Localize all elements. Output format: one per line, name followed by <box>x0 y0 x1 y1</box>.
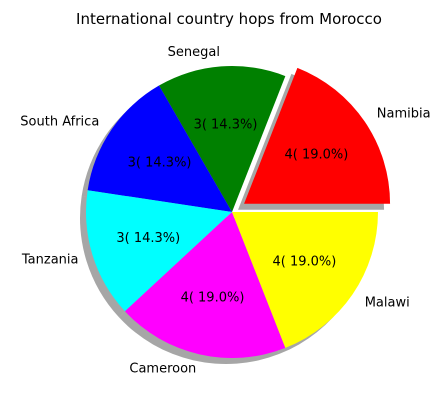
pie-slice-senegal <box>159 65 286 213</box>
pie-slice-namibia <box>244 67 391 204</box>
value-label-tanzania: 3( 14.3%) <box>116 231 180 246</box>
category-label-senegal: Senegal <box>168 45 220 60</box>
category-label-malawi: Malawi <box>365 296 410 311</box>
pie-slice-cameroon <box>124 212 286 359</box>
pie-labels: Namibia 4( 19.0%) Senegal 3( 14.3%) South Af… <box>20 45 430 377</box>
pie-slice-south-africa <box>87 85 232 212</box>
value-label-senegal: 3( 14.3%) <box>194 118 258 133</box>
category-label-south-africa: South Africa <box>20 115 99 130</box>
category-label-cameroon: Cameroon <box>129 362 196 377</box>
chart-title: International country hops from Morocco <box>76 10 382 28</box>
pie-slice-tanzania <box>85 190 233 312</box>
value-label-malawi: 4( 19.0%) <box>272 254 336 269</box>
category-label-tanzania: Tanzania <box>21 252 79 267</box>
value-label-south-africa: 3( 14.3%) <box>128 156 192 171</box>
pie-slice-malawi <box>232 212 378 348</box>
value-label-namibia: 4( 19.0%) <box>284 147 348 162</box>
value-label-cameroon: 4( 19.0%) <box>181 290 245 305</box>
pie-slices <box>85 65 391 359</box>
category-label-namibia: Namibia <box>377 106 431 121</box>
